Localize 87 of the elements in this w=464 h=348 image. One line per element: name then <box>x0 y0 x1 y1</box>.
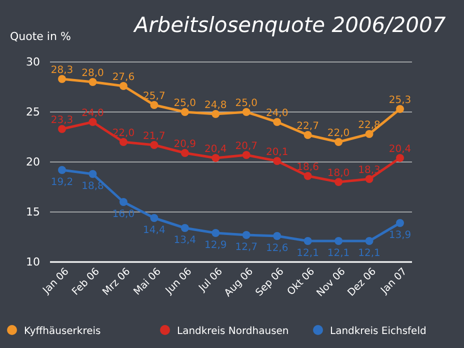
x-tick-label: Sep 06 <box>254 266 286 299</box>
data-label: 13,9 <box>388 230 412 241</box>
point <box>396 219 404 227</box>
legend-label: Landkreis Eichsfeld <box>330 326 426 337</box>
data-label: 25,0 <box>235 98 258 109</box>
data-label: 20,7 <box>235 141 258 152</box>
point <box>150 214 158 222</box>
point <box>212 154 220 162</box>
x-tick-label: Jan 07 <box>378 266 410 297</box>
point <box>242 108 250 116</box>
data-label: 21,7 <box>143 131 166 142</box>
data-label: 12,7 <box>235 242 258 253</box>
point <box>58 166 66 174</box>
point <box>304 237 312 245</box>
data-label: 27,6 <box>112 72 135 83</box>
point <box>150 141 158 149</box>
point <box>180 149 189 157</box>
x-tick-label: Mai 06 <box>132 266 164 298</box>
data-label: 12,9 <box>204 240 227 251</box>
data-label: 12,1 <box>327 248 350 259</box>
point <box>242 151 250 159</box>
point <box>88 170 97 178</box>
y-tick-label: 30 <box>26 56 40 69</box>
data-label: 12,1 <box>296 248 319 259</box>
y-axis-title: Quote in % <box>10 30 71 43</box>
point <box>304 131 312 139</box>
data-label: 20,9 <box>174 139 196 150</box>
data-label: 12,1 <box>358 248 380 259</box>
data-label: 28,3 <box>50 65 74 76</box>
point <box>334 178 343 186</box>
point <box>180 224 189 232</box>
point <box>365 237 374 245</box>
point <box>273 157 282 165</box>
y-tick-label: 25 <box>26 106 40 119</box>
x-tick-label: Dez 06 <box>346 266 378 299</box>
point <box>396 105 404 113</box>
point <box>58 125 66 133</box>
point <box>212 110 220 118</box>
point <box>58 75 66 83</box>
point <box>365 175 374 183</box>
data-label: 12,6 <box>266 243 288 254</box>
data-label: 20,1 <box>266 147 288 158</box>
legend-label: Landkreis Nordhausen <box>177 326 289 337</box>
x-tick-label: Okt 06 <box>286 266 318 298</box>
data-label: 25,0 <box>174 98 196 109</box>
data-label: 24,8 <box>204 100 227 111</box>
data-label: 23,3 <box>50 115 74 126</box>
x-tick-label: Jul 06 <box>196 266 225 295</box>
data-label: 20,4 <box>204 144 227 155</box>
point <box>304 172 312 180</box>
point <box>88 118 97 126</box>
x-tick-label: Mrz 06 <box>100 266 133 298</box>
data-label: 22,0 <box>327 128 350 139</box>
data-label: 19,2 <box>50 177 74 188</box>
data-label: 25,3 <box>388 95 412 106</box>
x-tick-label: Nov 06 <box>314 266 348 300</box>
x-tick-label: Jun 06 <box>163 266 194 298</box>
point <box>212 229 220 237</box>
data-label: 16,0 <box>112 209 135 220</box>
point <box>365 130 374 138</box>
data-label: 28,0 <box>82 68 104 79</box>
point <box>119 198 128 206</box>
y-tick-label: 15 <box>26 206 40 219</box>
data-label: 22,7 <box>296 121 319 132</box>
point <box>150 101 158 109</box>
point <box>242 231 250 239</box>
data-label: 14,4 <box>143 225 166 236</box>
point <box>273 118 282 126</box>
point <box>119 138 128 146</box>
data-label: 18,6 <box>296 162 319 173</box>
x-tick-label: Aug 06 <box>222 266 256 300</box>
point <box>273 232 282 240</box>
data-label: 18,0 <box>327 168 350 179</box>
chart-title: Arbeitslosenquote 2006/2007 <box>132 13 446 37</box>
point <box>396 154 404 162</box>
x-tick-label: Feb 06 <box>70 266 102 298</box>
point <box>119 82 128 90</box>
data-label: 13,4 <box>174 235 196 246</box>
point <box>180 108 189 116</box>
y-tick-label: 10 <box>26 256 40 269</box>
data-label: 20,4 <box>388 144 412 155</box>
point <box>88 78 97 86</box>
point <box>334 138 343 146</box>
legend-label: Kyffhäuserkreis <box>24 326 101 337</box>
y-tick-label: 20 <box>26 156 40 169</box>
point <box>334 237 343 245</box>
x-tick-label: Jan 06 <box>40 266 72 297</box>
